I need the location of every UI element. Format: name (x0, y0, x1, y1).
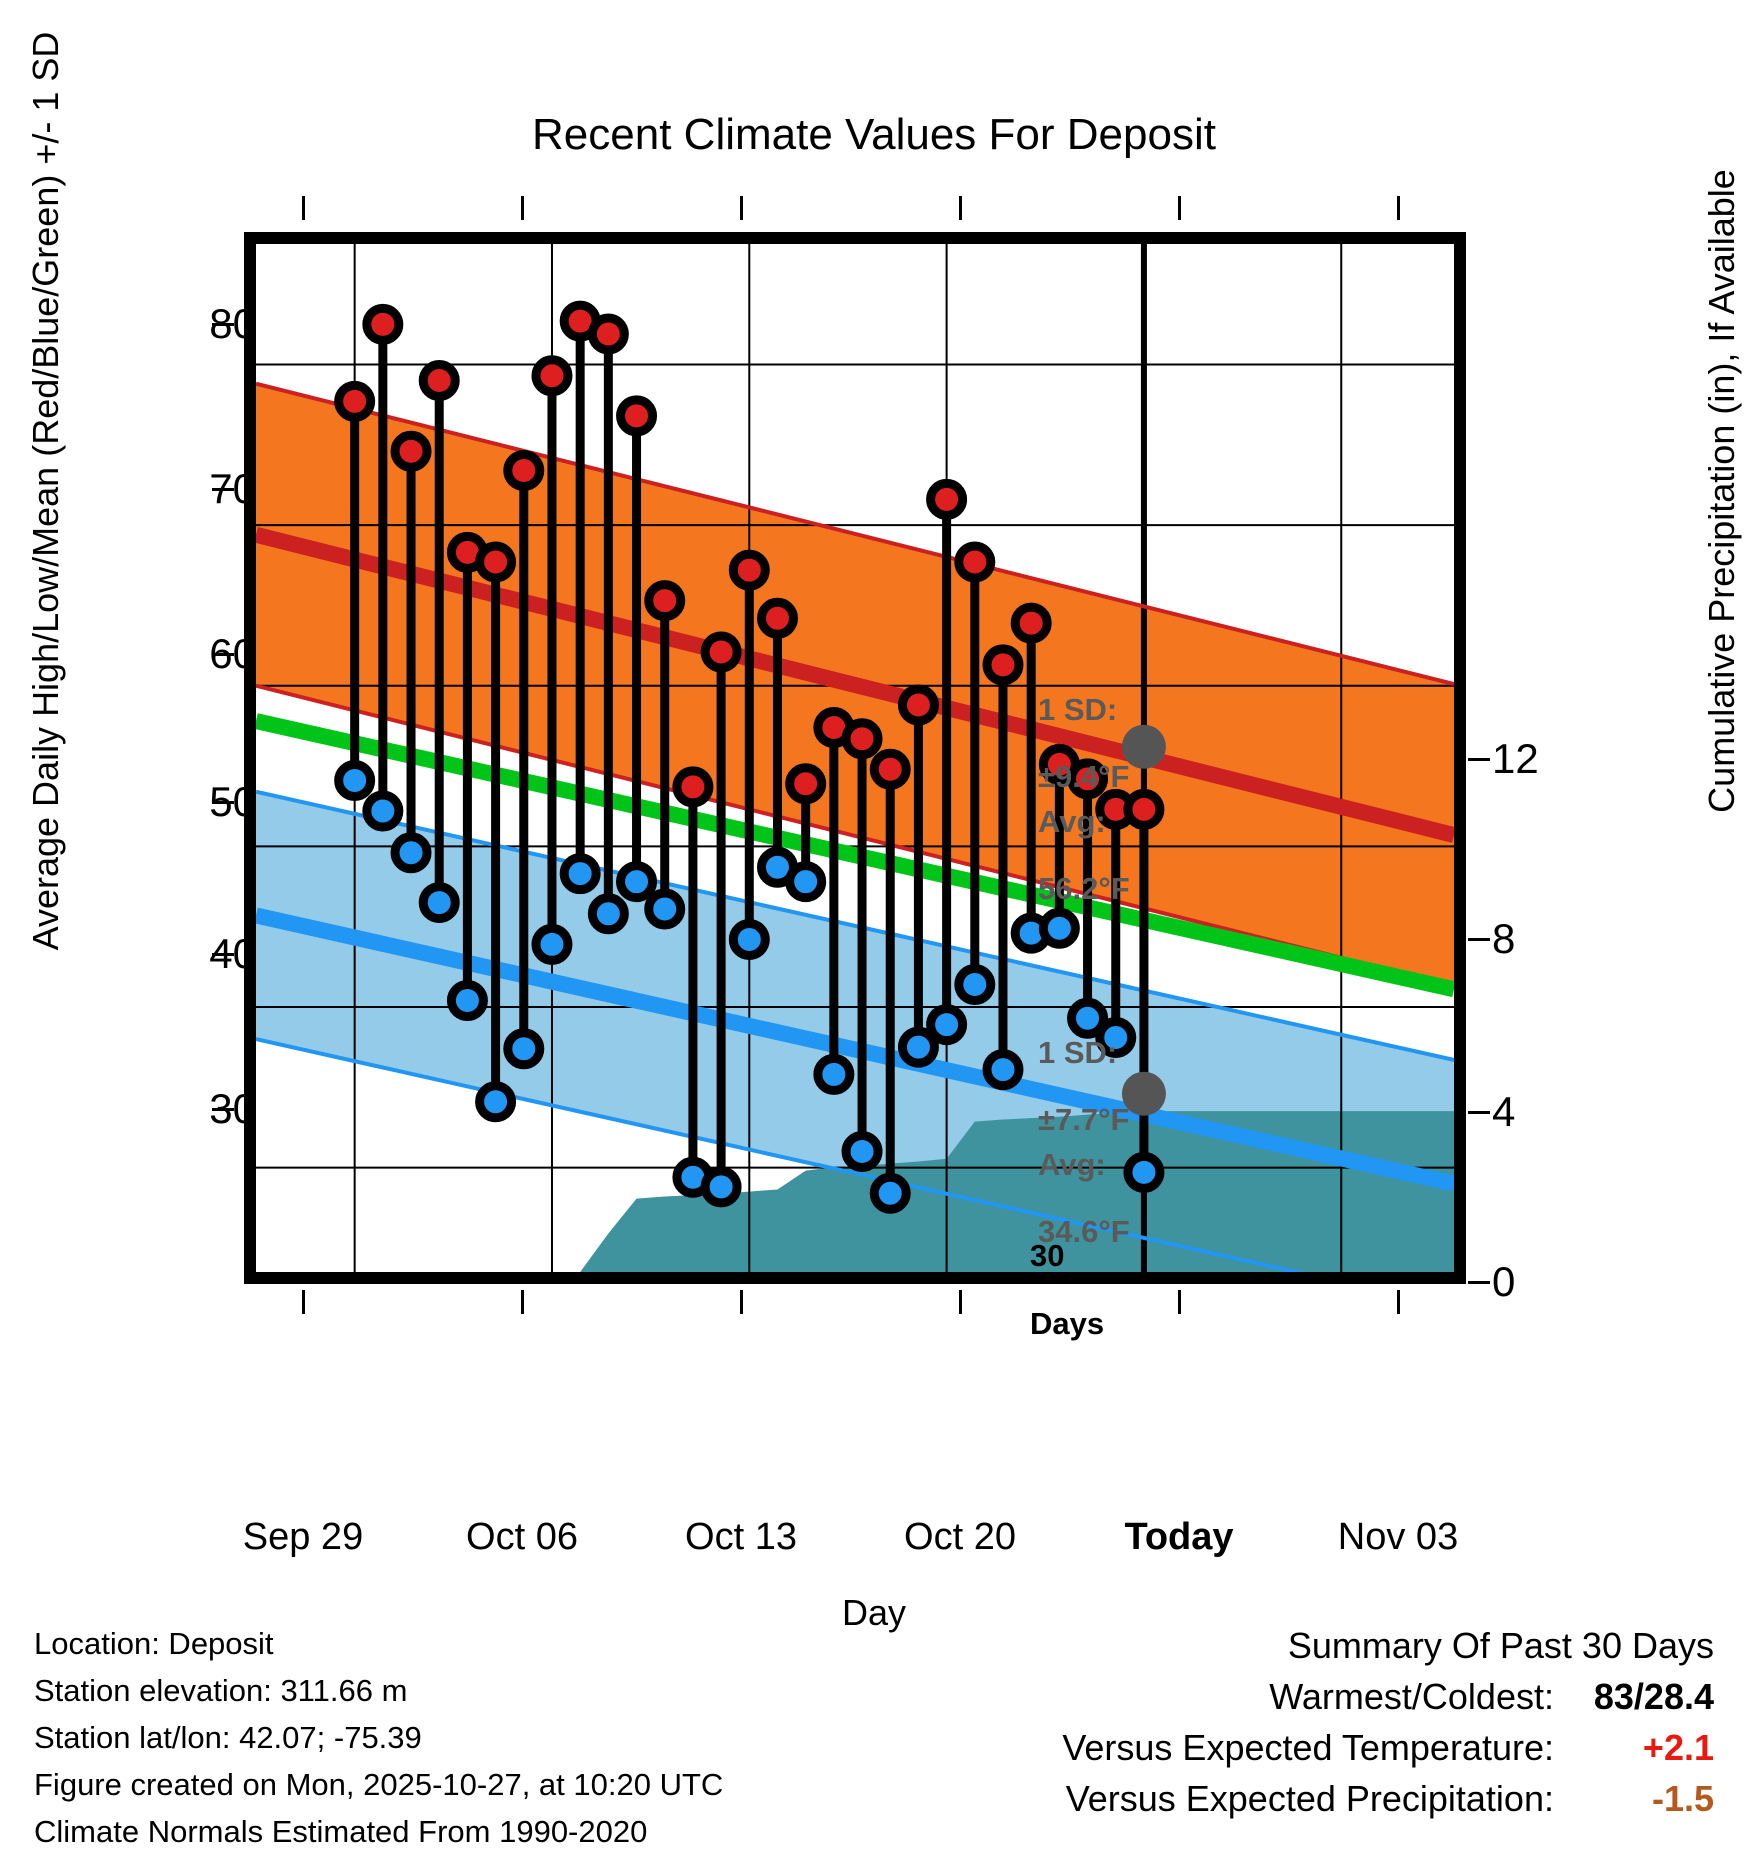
high-sd-label: 1 SD: (1038, 692, 1118, 728)
y-tickmark-right-8 (1468, 938, 1490, 941)
summary-heading: Summary Of Past 30 Days (1287, 1625, 1714, 1666)
x-tickmark-nov-03 (1397, 1290, 1400, 1314)
y-axis-right-title: Cumulative Precipitation (in), If Availa… (1701, 169, 1742, 813)
x-tick-today: Today (1124, 1516, 1234, 1558)
climate-normals: Climate Normals Estimated From 1990-2020 (34, 1814, 648, 1850)
station-location: Location: Deposit (34, 1626, 274, 1661)
low-sd-value: ±7.7°F (1038, 1102, 1130, 1138)
x-tick-oct-20: Oct 20 (904, 1516, 1016, 1558)
vs-precip-label: Versus Expected Precipitation: (1065, 1778, 1554, 1820)
y-tickmark-left-50 (212, 801, 234, 804)
y-tickmark-right-0 (1468, 1281, 1490, 1284)
low-sd-label: 1 SD: (1038, 1035, 1118, 1071)
low-avg-label: Avg: (1038, 1147, 1106, 1183)
y-tick-right-4: 4 (1492, 1088, 1516, 1135)
high-avg-label: Avg: (1038, 804, 1106, 840)
high-avg-value: 56.2°F (1038, 871, 1130, 907)
x-tickmark-top-sep-29 (302, 196, 305, 220)
low-sd-annotation: 1 SD: ±7.7°F (1038, 1003, 1129, 1137)
y-tickmark-right-4 (1468, 1111, 1490, 1114)
vs-temp-value: +2.1 (1642, 1727, 1714, 1769)
x-tick-sep-29: Sep 29 (242, 1516, 364, 1558)
warmest-coldest-label: Warmest/Coldest: (1269, 1676, 1554, 1718)
y-tick-right-0: 0 (1492, 1258, 1516, 1305)
precip-days-unit: Days (1030, 1306, 1105, 1342)
summary-block: Summary Of Past 30 Days Warmest/Coldest:… (1062, 1620, 1714, 1824)
chart-title: Recent Climate Values For Deposit (532, 110, 1216, 159)
low-avg-annotation: Avg: 34.6°F (1038, 1115, 1130, 1249)
station-latlon: Station lat/lon: 42.07; -75.39 (34, 1720, 422, 1756)
x-tickmark-today (1178, 1290, 1181, 1314)
warmest-coldest-value: 83/28.4 (1593, 1676, 1714, 1718)
high-avg-annotation: Avg: 56.2°F (1038, 772, 1130, 906)
x-tickmark-oct-13 (740, 1290, 743, 1314)
precip-days-annotation: 30 Days (1030, 1205, 1104, 1341)
x-tick-oct-13: Oct 13 (685, 1516, 797, 1558)
y-axis-left-title: Average Daily High/Low/Mean (Red/Blue/Gr… (25, 31, 66, 951)
summary-vs-temperature: Versus Expected Temperature: +2.1 (1062, 1722, 1714, 1773)
vs-precip-value: -1.5 (1651, 1778, 1714, 1820)
plot-svg (256, 244, 1454, 1272)
x-tickmark-top-today (1178, 196, 1181, 220)
station-elevation: Station elevation: 311.66 m (34, 1673, 408, 1709)
y-tick-right-8: 8 (1492, 915, 1516, 962)
x-tickmark-oct-20 (959, 1290, 962, 1314)
station-info-block: Location: Deposit Station elevation: 311… (34, 1620, 723, 1856)
x-tickmark-oct-06 (521, 1290, 524, 1314)
y-tick-right-12: 12 (1492, 735, 1539, 782)
x-tickmark-sep-29 (302, 1290, 305, 1314)
x-tickmark-top-oct-20 (959, 196, 962, 220)
y-tickmark-left-30 (212, 1108, 234, 1111)
figure-created: Figure created on Mon, 2025-10-27, at 10… (34, 1767, 724, 1803)
y-tickmark-left-60 (212, 653, 234, 656)
x-tick-nov-03: Nov 03 (1337, 1516, 1459, 1558)
y-tickmark-right-12 (1468, 758, 1490, 761)
y-tickmark-left-40 (212, 953, 234, 956)
x-axis-title: Day (841, 1592, 907, 1633)
x-tickmark-top-oct-06 (521, 196, 524, 220)
low-avg-value: 34.6°F (1038, 1214, 1130, 1250)
y-tickmark-left-70 (212, 488, 234, 491)
high-sd-annotation: 1 SD: ±9.4°F (1038, 660, 1129, 794)
x-tick-oct-06: Oct 06 (466, 1516, 578, 1558)
vs-temp-label: Versus Expected Temperature: (1062, 1727, 1554, 1769)
high-sd-value: ±9.4°F (1038, 759, 1130, 795)
y-tickmark-left-80 (212, 323, 234, 326)
x-tickmark-top-oct-13 (740, 196, 743, 220)
summary-vs-precipitation: Versus Expected Precipitation: -1.5 (1062, 1773, 1714, 1824)
summary-warmest-coldest: Warmest/Coldest: 83/28.4 (1062, 1671, 1714, 1722)
plot-area (244, 232, 1466, 1284)
x-tickmark-top-nov-03 (1397, 196, 1400, 220)
precip-days-count: 30 (1030, 1238, 1065, 1274)
